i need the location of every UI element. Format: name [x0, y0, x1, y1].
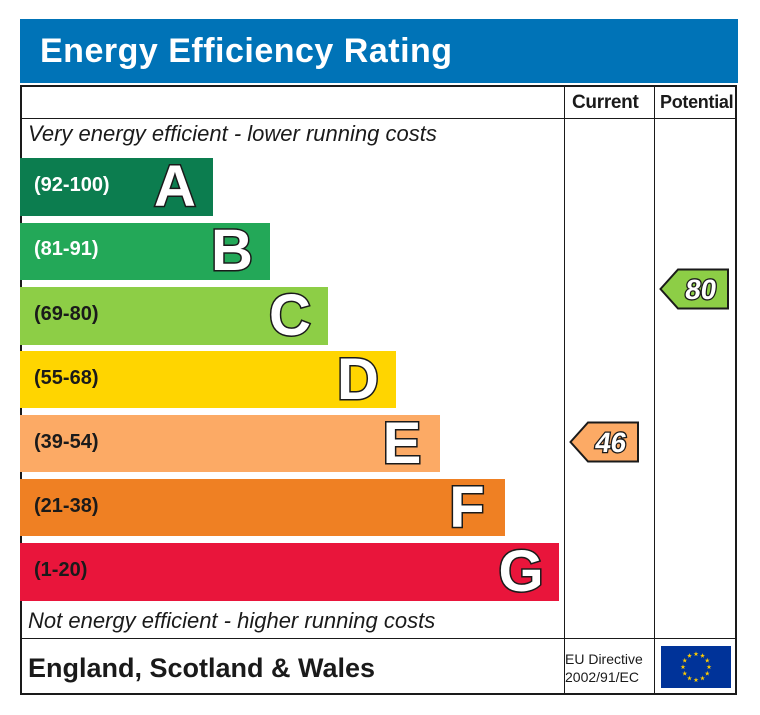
svg-text:F: F	[449, 475, 484, 540]
svg-text:E: E	[383, 411, 422, 476]
svg-text:46: 46	[593, 427, 628, 458]
svg-text:80: 80	[683, 274, 718, 305]
svg-text:C: C	[269, 283, 311, 348]
svg-text:A: A	[154, 154, 196, 219]
svg-text:B: B	[211, 218, 253, 283]
svg-text:G: G	[498, 539, 543, 604]
svg-text:D: D	[337, 347, 379, 412]
